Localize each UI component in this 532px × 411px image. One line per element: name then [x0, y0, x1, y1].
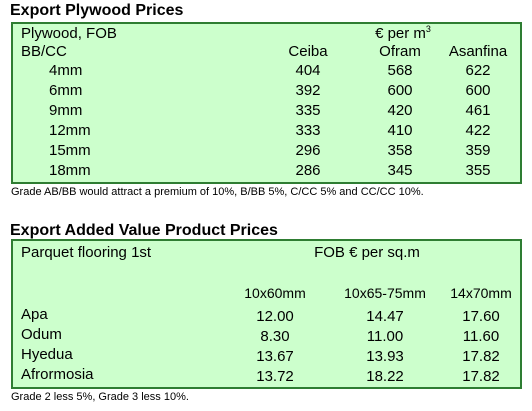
parquet-row-species: Afrormosia — [21, 366, 94, 383]
plywood-cell: 461 — [465, 102, 491, 119]
plywood-col-asanfina: Asanfina — [448, 43, 508, 60]
parquet-cell: 13.93 — [366, 348, 404, 365]
plywood-unit-superscript: 3 — [425, 24, 431, 34]
plywood-cell: 358 — [387, 142, 413, 159]
plywood-header-left: Plywood, FOB — [21, 25, 117, 42]
plywood-grade-label: BB/CC — [21, 43, 67, 60]
plywood-cell: 286 — [295, 162, 321, 179]
parquet-row-species: Hyedua — [21, 346, 73, 363]
parquet-cell: 17.82 — [462, 348, 500, 365]
plywood-cell: 600 — [465, 82, 491, 99]
plywood-cell: 422 — [465, 122, 491, 139]
added-value-title: Export Added Value Product Prices — [10, 222, 278, 239]
parquet-cell: 8.30 — [260, 328, 290, 345]
plywood-cell: 355 — [465, 162, 491, 179]
plywood-cell: 568 — [387, 62, 413, 79]
plywood-row-size: 9mm — [49, 102, 83, 119]
plywood-cell: 404 — [295, 62, 321, 79]
plywood-cell: 335 — [295, 102, 321, 119]
parquet-row-species: Odum — [21, 326, 62, 343]
plywood-cell: 410 — [387, 122, 413, 139]
parquet-header-left: Parquet flooring 1st — [21, 244, 152, 261]
plywood-cell: 359 — [465, 142, 491, 159]
parquet-cell: 17.60 — [462, 308, 500, 325]
parquet-price-table: Parquet flooring 1st FOB € per sq.m 10x6… — [11, 239, 522, 389]
plywood-col-ceiba: Ceiba — [288, 43, 328, 60]
plywood-unit: € per m3 — [375, 25, 431, 43]
plywood-col-ofram: Ofram — [379, 43, 421, 60]
plywood-price-table: Plywood, FOB € per m3 BB/CC Ceiba Ofram … — [11, 22, 522, 184]
plywood-grade-note: Grade AB/BB would attract a premium of 1… — [11, 186, 424, 198]
plywood-title: Export Plywood Prices — [10, 2, 184, 19]
parquet-unit: FOB € per sq.m — [314, 244, 420, 261]
plywood-row-size: 6mm — [49, 82, 83, 99]
parquet-cell: 14.47 — [366, 308, 404, 325]
parquet-cell: 18.22 — [366, 368, 404, 385]
plywood-cell: 622 — [465, 62, 491, 79]
parquet-col-10x65-75: 10x65-75mm — [344, 285, 426, 301]
parquet-cell: 11.00 — [366, 328, 404, 345]
plywood-cell: 296 — [295, 142, 321, 159]
plywood-cell: 600 — [387, 82, 413, 99]
plywood-cell: 392 — [295, 82, 321, 99]
parquet-grade-note: Grade 2 less 5%, Grade 3 less 10%. — [11, 391, 189, 403]
plywood-cell: 345 — [387, 162, 413, 179]
parquet-cell: 12.00 — [256, 308, 294, 325]
parquet-col-10x60: 10x60mm — [244, 285, 306, 301]
parquet-col-14x70: 14x70mm — [450, 285, 512, 301]
plywood-row-size: 4mm — [49, 62, 83, 79]
plywood-row-size: 15mm — [49, 142, 91, 159]
parquet-cell: 13.67 — [256, 348, 294, 365]
parquet-cell: 11.60 — [462, 328, 500, 345]
plywood-row-size: 18mm — [49, 162, 91, 179]
plywood-cell: 333 — [295, 122, 321, 139]
parquet-cell: 13.72 — [256, 368, 294, 385]
plywood-row-size: 12mm — [49, 122, 91, 139]
parquet-cell: 17.82 — [462, 368, 500, 385]
plywood-cell: 420 — [387, 102, 413, 119]
parquet-row-species: Apa — [21, 306, 48, 323]
plywood-unit-text: € per m — [375, 25, 426, 42]
